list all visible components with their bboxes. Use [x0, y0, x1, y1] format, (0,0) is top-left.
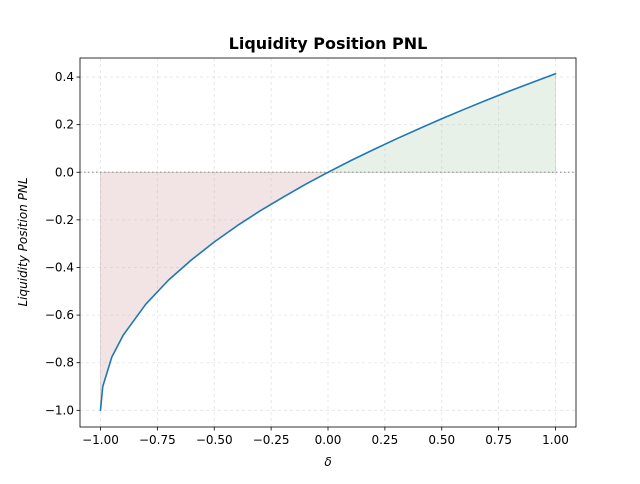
y-tick-label: 0.4 — [55, 70, 74, 84]
x-axis-ticks: −1.00 −0.75 −0.50 −0.25 0.00 0.25 0.50 0.75 1.00 — [82, 427, 569, 447]
x-tick-label: −0.75 — [139, 433, 176, 447]
y-tick-label: 0.0 — [55, 165, 74, 179]
y-tick-label: −0.8 — [45, 356, 74, 370]
y-tick-label: −0.2 — [45, 213, 74, 227]
x-tick-label: −0.50 — [196, 433, 233, 447]
chart-title: Liquidity Position PNL — [229, 34, 428, 53]
y-tick-label: −0.4 — [45, 260, 74, 274]
x-tick-label: 0.75 — [485, 433, 512, 447]
x-tick-label: 0.00 — [315, 433, 342, 447]
series-group — [99, 72, 557, 412]
y-tick-label: −1.0 — [45, 403, 74, 417]
y-axis-label: Liquidity Position PNL — [16, 177, 30, 306]
series-line — [99, 72, 557, 412]
x-tick-label: −0.25 — [253, 433, 290, 447]
x-tick-label: 0.25 — [372, 433, 399, 447]
y-tick-label: 0.2 — [55, 118, 74, 132]
x-tick-label: 0.50 — [428, 433, 455, 447]
grid-lines — [80, 58, 576, 427]
x-tick-label: −1.00 — [82, 433, 119, 447]
y-axis-ticks: −1.0 −0.8 −0.6 −0.4 −0.2 0.0 0.2 0.4 — [45, 70, 80, 417]
x-tick-label: 1.00 — [542, 433, 569, 447]
x-axis-label: δ — [324, 455, 331, 469]
y-tick-label: −0.6 — [45, 308, 74, 322]
